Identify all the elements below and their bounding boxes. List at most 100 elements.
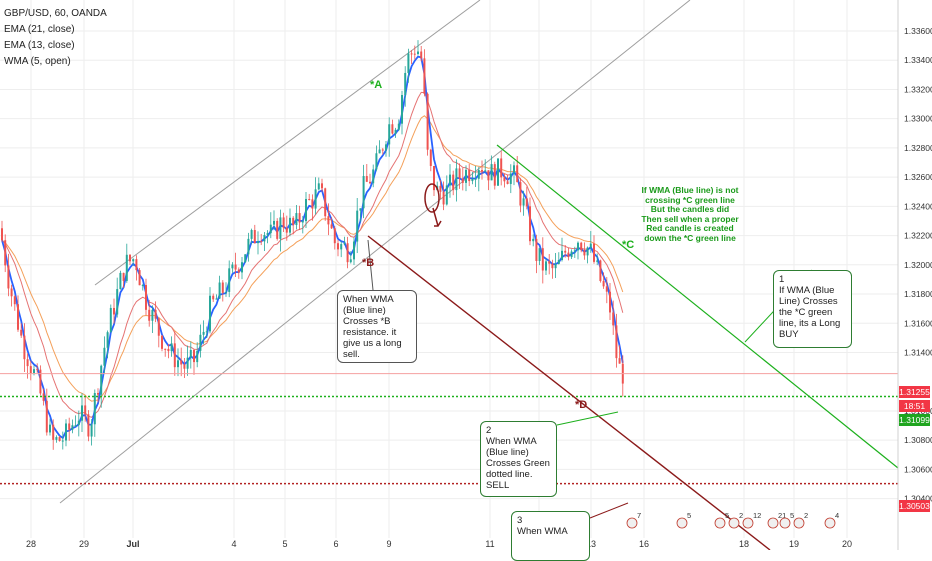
candle-body: [90, 424, 93, 437]
candle-body: [420, 51, 423, 59]
candle-body: [343, 243, 346, 245]
candle-body: [317, 183, 320, 190]
x-tick-label: 6: [333, 539, 338, 549]
candle-body: [77, 420, 80, 426]
candle-body: [116, 289, 119, 315]
candle-body: [167, 348, 170, 352]
candle-body: [509, 173, 512, 184]
wma5-line: [1, 55, 624, 440]
candle-body: [305, 198, 307, 222]
candle-body: [263, 235, 266, 242]
candle-body: [551, 263, 554, 269]
x-tick-label: 19: [789, 539, 799, 549]
candle-body: [241, 262, 243, 273]
event-count: 12: [753, 511, 761, 520]
candle-body: [356, 210, 359, 242]
candle-body: [234, 264, 237, 270]
price-label-green: 1.31099: [899, 414, 930, 426]
legend-ema21: EMA (21, close): [4, 24, 75, 35]
chart-legend: GBP/USD, 60, OANDA EMA (21, close) EMA (…: [4, 6, 107, 70]
event-flag: [767, 517, 779, 529]
candle-body: [410, 53, 413, 55]
y-tick-label: 1.32800: [904, 143, 932, 153]
candle-body: [580, 242, 583, 251]
candle-body: [413, 53, 416, 55]
candle-body: [401, 94, 403, 124]
candle-body: [279, 217, 282, 239]
candle-body: [81, 405, 83, 421]
candle-body: [173, 343, 176, 368]
event-count: 21: [778, 511, 786, 520]
candle-body: [122, 272, 125, 281]
candle-body: [209, 295, 211, 332]
candle-body: [561, 250, 563, 261]
grid: [0, 0, 898, 538]
candle-body: [372, 169, 375, 184]
candle-body: [183, 364, 186, 369]
x-tick-label: 13: [586, 539, 596, 549]
channel-upper: [94, 0, 481, 286]
candle-body: [308, 198, 311, 200]
candle-body: [593, 243, 595, 262]
channel-lower: [59, 0, 691, 504]
candle-body: [74, 425, 77, 427]
candle-body: [503, 177, 506, 182]
candle-body: [157, 318, 160, 336]
x-tick-label: 20: [842, 539, 852, 549]
candle-body: [452, 174, 455, 191]
candle-body: [433, 165, 435, 191]
candle-body: [68, 423, 71, 430]
candle-body: [506, 181, 509, 184]
candle-body: [490, 164, 493, 181]
candle-body: [285, 227, 288, 233]
x-tick-label: 11: [485, 539, 494, 549]
candle-body: [49, 424, 51, 433]
candle-body: [455, 168, 458, 191]
candle-body: [596, 260, 599, 262]
candle-body: [33, 369, 35, 374]
y-tick-label: 1.31800: [904, 289, 932, 299]
candle-body: [314, 189, 317, 209]
candle-body: [369, 181, 371, 184]
candle-body: [375, 153, 378, 170]
candle-body: [583, 250, 586, 256]
candle-body: [177, 360, 179, 368]
down-arrow: [432, 207, 442, 227]
candle-body: [417, 51, 419, 54]
candle-body: [449, 174, 451, 186]
candle-body: [612, 312, 615, 326]
x-tick-label: 16: [639, 539, 649, 549]
candle-body: [113, 307, 115, 315]
candle-body: [180, 360, 183, 365]
x-tick-label: 18: [739, 539, 749, 549]
candle-body: [253, 230, 256, 244]
candle-body: [17, 304, 19, 330]
marker-label: *C: [622, 239, 634, 251]
candle-body: [58, 437, 61, 441]
candle-body: [586, 247, 589, 256]
candle-body: [125, 254, 128, 281]
candle-body: [289, 217, 291, 233]
candle-body: [282, 217, 285, 228]
ema13-line: [1, 91, 624, 418]
candle-body: [193, 349, 195, 363]
candle-body: [215, 298, 218, 300]
candle-body: [29, 366, 32, 374]
candle-body: [557, 260, 560, 264]
green-trend-line: [496, 144, 899, 469]
event-count: 5: [687, 511, 691, 520]
candle-body: [577, 242, 579, 251]
candle-body: [237, 269, 240, 273]
candle-body: [93, 393, 96, 425]
candle-body: [87, 414, 90, 437]
candle-body: [45, 400, 48, 433]
candle-body: [260, 241, 263, 243]
candle-body: [221, 282, 224, 293]
candle-body: [199, 334, 202, 351]
candle-body: [269, 224, 272, 234]
note-1: 1 If WMA (Blue Line) Crosses the *C gree…: [773, 270, 852, 348]
y-tick-label: 1.32200: [904, 231, 932, 241]
event-flag: [742, 517, 754, 529]
candle-body: [359, 208, 362, 211]
trend-lines: *A *B *C *D: [0, 79, 899, 550]
